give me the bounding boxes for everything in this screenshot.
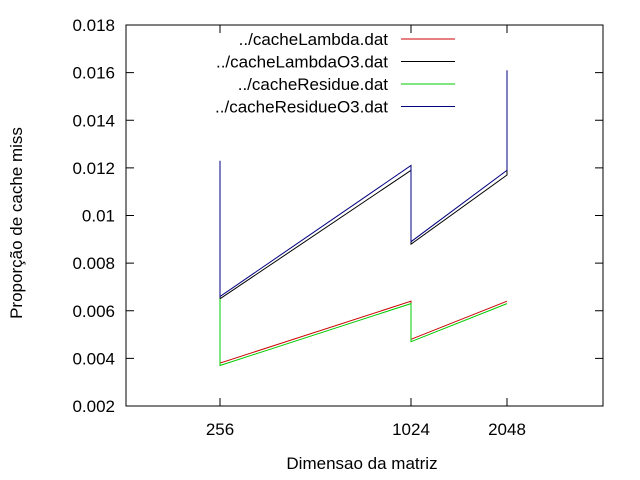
legend-label-2: ../cacheLambdaO3.dat (216, 53, 388, 72)
y-tick-label: 0.014 (72, 111, 115, 130)
series-line-1 (219, 296, 508, 364)
y-tick-label: 0.004 (72, 349, 115, 368)
legend-label-3: ../cacheResidue.dat (238, 75, 389, 94)
legend: ../cacheLambda.dat ../cacheLambdaO3.dat..… (215, 30, 455, 117)
series-line-4 (219, 70, 508, 298)
legend-label-1: ../cacheLambda.dat (239, 30, 389, 49)
x-tick-label: 256 (206, 420, 234, 439)
y-tick-label: 0.018 (72, 16, 115, 35)
y-tick-label: 0.012 (72, 159, 115, 178)
series-line-3 (219, 298, 508, 367)
x-axis: 256 1024 2048 (206, 25, 526, 439)
x-tick-label: 2048 (488, 420, 526, 439)
series-group (219, 70, 508, 367)
y-tick-label: 0.002 (72, 397, 115, 416)
y-axis: 0.002 0.004 0.006 0.008 0.01 0.012 0.014 0.016 0… (72, 16, 603, 416)
legend-label-4: ../cacheResidueO3.dat (215, 98, 388, 117)
x-tick-label: 1024 (392, 420, 430, 439)
y-tick-label: 0.006 (72, 302, 115, 321)
y-tick-label: 0.008 (72, 254, 115, 273)
y-tick-label: 0.01 (82, 207, 115, 226)
x-axis-title: Dimensao da matriz (286, 454, 437, 473)
y-tick-label: 0.016 (72, 64, 115, 83)
y-axis-title: Proporção de cache miss (7, 127, 26, 319)
